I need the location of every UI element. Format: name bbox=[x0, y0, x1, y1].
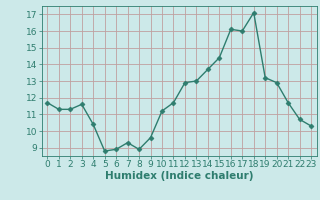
X-axis label: Humidex (Indice chaleur): Humidex (Indice chaleur) bbox=[105, 171, 253, 181]
